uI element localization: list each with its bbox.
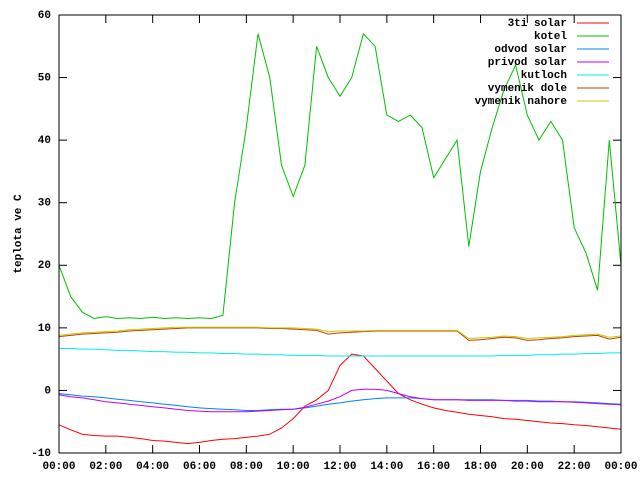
y-tick-label: 0 <box>44 385 51 397</box>
series-line <box>58 393 622 411</box>
x-tick-label: 08:00 <box>230 461 263 473</box>
x-tick-label: 16:00 <box>417 461 450 473</box>
x-tick-label: 00:00 <box>604 461 637 473</box>
legend-label: kotel <box>534 31 567 43</box>
legend-label: 3ti solar <box>508 18 567 30</box>
series-line <box>58 32 622 320</box>
legend-label: privod solar <box>488 57 567 69</box>
series-line <box>58 353 622 445</box>
x-tick-label: 20:00 <box>511 461 544 473</box>
y-tick-label: 60 <box>38 10 51 22</box>
legend-label: odvod solar <box>494 44 567 56</box>
y-tick-label: 50 <box>38 72 51 84</box>
x-tick-label: 12:00 <box>323 461 356 473</box>
x-tick-label: 04:00 <box>136 461 169 473</box>
series-line <box>59 348 621 357</box>
legend-label: kutloch <box>521 70 567 82</box>
y-tick-label: 30 <box>38 198 51 210</box>
y-tick-label: 20 <box>38 260 51 272</box>
series-line <box>58 388 622 413</box>
series-line <box>58 326 622 340</box>
legend-label: vymenik dole <box>488 83 568 95</box>
x-tick-label: 10:00 <box>277 461 310 473</box>
x-tick-label: 06:00 <box>183 461 216 473</box>
y-tick-label: 10 <box>38 323 51 335</box>
y-tick-label: 40 <box>38 135 51 147</box>
plot-border <box>58 14 622 454</box>
x-tick-label: 14:00 <box>370 461 403 473</box>
y-axis-label: teplota ve C <box>13 194 25 274</box>
x-tick-label: 18:00 <box>464 461 497 473</box>
x-tick-label: 22:00 <box>558 461 591 473</box>
x-tick-label: 00:00 <box>42 461 75 473</box>
series-line <box>58 327 622 341</box>
legend-label: vymenik nahore <box>475 96 568 108</box>
y-tick-label: -10 <box>31 448 51 460</box>
x-tick-label: 02:00 <box>89 461 122 473</box>
